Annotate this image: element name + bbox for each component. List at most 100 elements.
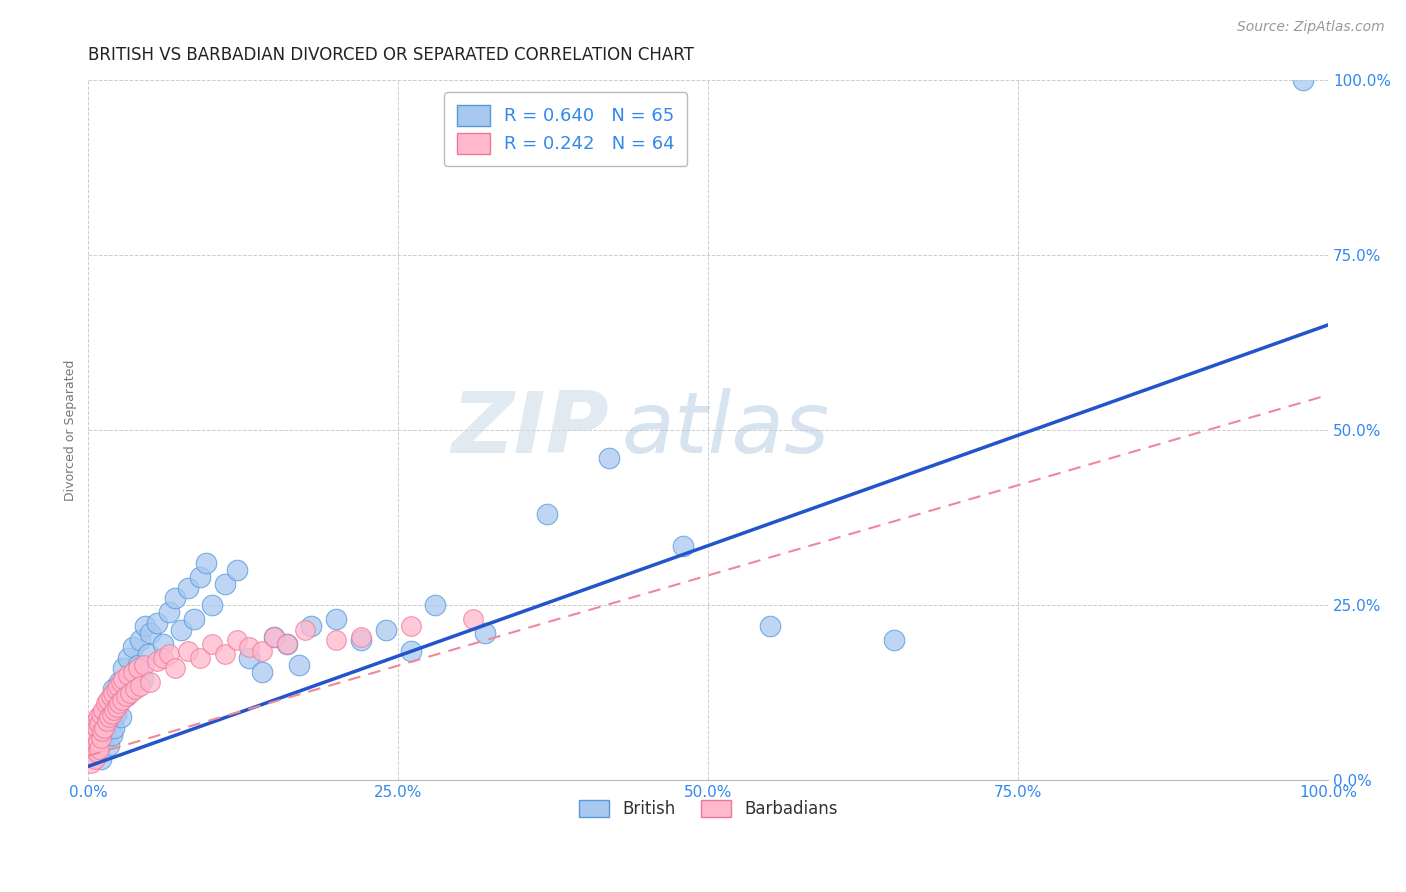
Point <box>101 686 124 700</box>
Point <box>238 640 260 655</box>
Point <box>83 728 105 742</box>
Point <box>90 752 112 766</box>
Point <box>301 619 323 633</box>
Point <box>86 721 108 735</box>
Point <box>276 637 298 651</box>
Point <box>117 668 139 682</box>
Point <box>165 661 187 675</box>
Legend: British, Barbadians: British, Barbadians <box>572 793 844 824</box>
Point <box>276 637 298 651</box>
Point <box>672 539 695 553</box>
Point <box>100 690 122 704</box>
Point <box>89 717 111 731</box>
Point <box>80 748 103 763</box>
Point <box>250 643 273 657</box>
Point <box>226 563 249 577</box>
Point <box>96 714 118 728</box>
Point <box>399 619 422 633</box>
Point <box>883 633 905 648</box>
Point <box>89 741 111 756</box>
Point <box>122 665 145 679</box>
Point <box>93 710 115 724</box>
Point <box>112 661 135 675</box>
Point <box>114 690 136 704</box>
Point <box>120 679 142 693</box>
Point <box>108 675 131 690</box>
Point <box>80 756 103 770</box>
Point <box>82 748 104 763</box>
Point <box>294 623 316 637</box>
Point <box>183 612 205 626</box>
Point <box>399 643 422 657</box>
Point <box>226 633 249 648</box>
Point <box>110 675 132 690</box>
Point <box>91 728 114 742</box>
Point <box>90 706 112 721</box>
Point <box>96 703 118 717</box>
Point <box>100 696 122 710</box>
Point <box>425 598 447 612</box>
Point <box>84 745 107 759</box>
Text: BRITISH VS BARBADIAN DIVORCED OR SEPARATED CORRELATION CHART: BRITISH VS BARBADIAN DIVORCED OR SEPARAT… <box>89 46 695 64</box>
Point <box>91 735 114 749</box>
Point <box>93 721 115 735</box>
Point <box>87 735 110 749</box>
Point <box>87 741 110 756</box>
Point <box>107 679 129 693</box>
Point <box>139 626 162 640</box>
Point <box>145 615 167 630</box>
Point <box>145 654 167 668</box>
Point <box>94 721 117 735</box>
Point <box>129 679 152 693</box>
Point <box>170 623 193 637</box>
Point <box>288 657 311 672</box>
Point <box>98 739 121 753</box>
Point <box>132 672 155 686</box>
Point <box>111 692 134 706</box>
Point <box>104 706 127 721</box>
Point <box>238 650 260 665</box>
Point <box>98 710 121 724</box>
Point <box>83 752 105 766</box>
Point <box>350 633 373 648</box>
Point <box>82 741 104 756</box>
Point <box>117 650 139 665</box>
Point <box>89 717 111 731</box>
Point <box>195 556 218 570</box>
Point <box>263 630 285 644</box>
Point <box>87 710 110 724</box>
Point <box>124 668 146 682</box>
Point <box>84 739 107 753</box>
Point <box>536 507 558 521</box>
Point <box>97 714 120 728</box>
Point <box>325 612 347 626</box>
Point <box>157 647 180 661</box>
Point <box>101 706 124 721</box>
Point <box>90 731 112 746</box>
Point <box>80 731 103 746</box>
Point <box>91 703 114 717</box>
Point <box>461 612 484 626</box>
Point <box>214 647 236 661</box>
Point <box>598 450 620 465</box>
Point <box>104 682 127 697</box>
Point <box>157 605 180 619</box>
Point <box>129 633 152 648</box>
Point <box>84 714 107 728</box>
Point <box>374 623 396 637</box>
Text: Source: ZipAtlas.com: Source: ZipAtlas.com <box>1237 20 1385 34</box>
Point <box>176 581 198 595</box>
Point <box>103 703 125 717</box>
Point <box>127 657 149 672</box>
Text: atlas: atlas <box>621 389 830 472</box>
Point <box>86 731 108 746</box>
Point <box>82 717 104 731</box>
Point <box>1292 72 1315 87</box>
Point <box>201 637 224 651</box>
Point <box>124 682 146 697</box>
Point <box>101 728 124 742</box>
Point <box>91 724 114 739</box>
Point <box>97 692 120 706</box>
Point <box>94 696 117 710</box>
Point <box>474 626 496 640</box>
